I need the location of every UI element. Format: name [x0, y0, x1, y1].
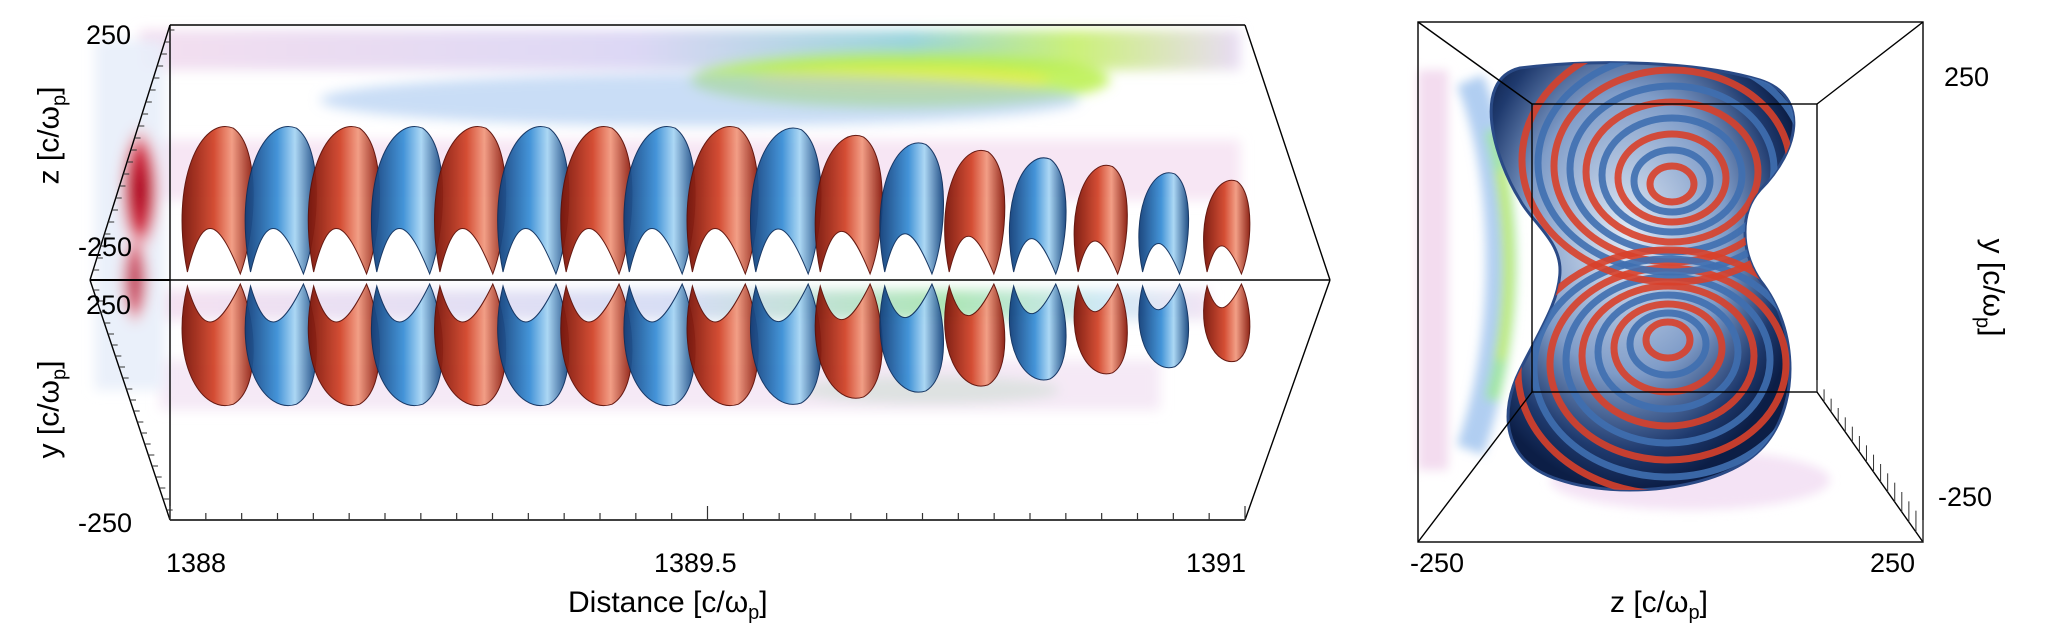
positive-wavefront	[686, 126, 759, 407]
right-z-tick-left: -250	[1410, 548, 1465, 578]
positive-wavefront	[1073, 164, 1128, 375]
negative-wavefront	[623, 126, 696, 407]
wavefront-ring	[1518, 62, 1794, 286]
positive-wavefront	[1203, 179, 1251, 363]
wavefront-ring	[1642, 318, 1694, 362]
wavefront-ring	[1530, 255, 1794, 481]
positive-wavefront	[944, 149, 1006, 387]
wavefront-ring	[1534, 62, 1794, 276]
y-tick-bottom: -250	[78, 508, 133, 538]
wavefront-ring	[1626, 309, 1710, 379]
right-y-axis-label: y [c/ωp]	[1971, 238, 2010, 337]
wavefront-ring	[1630, 146, 1714, 216]
right-z-tick-right: 250	[1870, 548, 1916, 578]
wavefront-stack-endview	[1489, 61, 1796, 492]
wavefront-ring	[1614, 130, 1730, 226]
wavefront-ring	[1550, 66, 1794, 266]
negative-wavefront	[749, 127, 822, 405]
right-y-tick-bottom: -250	[1938, 482, 1993, 512]
positive-wavefront	[814, 135, 883, 399]
positive-wavefront	[307, 126, 380, 407]
positive-wavefront	[181, 126, 254, 407]
wavefront-ring	[1594, 291, 1742, 413]
negative-wavefront	[1138, 172, 1190, 369]
end-projection	[95, 40, 165, 390]
z-axis-label: z [c/ωp]	[32, 86, 71, 185]
x-axis-ticks	[169, 506, 1246, 520]
right-depth-ticks	[1816, 380, 1924, 542]
x-tick-1391: 1391	[1186, 548, 1247, 578]
wavefront-ring	[1646, 162, 1698, 206]
positive-wavefront	[434, 126, 507, 407]
negative-wavefront	[1008, 157, 1067, 381]
wavefront-ring	[1546, 264, 1790, 464]
wavefront-ring	[1562, 273, 1774, 447]
wavefront-ring	[1598, 114, 1746, 236]
wavefront-ring	[1514, 246, 1794, 491]
y-axis-label: y [c/ωp]	[32, 360, 71, 459]
depth-ticks	[93, 29, 175, 511]
wavefront-ring	[1610, 300, 1726, 396]
wavefront-ring	[1578, 282, 1758, 430]
z-tick-bottom: -250	[78, 232, 133, 262]
x-axis-label: Distance [c/ωp]	[568, 586, 768, 624]
y-tick-top: 250	[86, 290, 132, 320]
negative-wavefront	[244, 126, 317, 407]
wavefront-ring	[1582, 98, 1762, 246]
left-3d-plot	[89, 24, 1331, 521]
right-bounding-box	[1417, 21, 1924, 543]
x-tick-1388: 1388	[166, 548, 227, 578]
z-tick-top: 250	[86, 20, 132, 50]
negative-wavefront	[370, 126, 444, 407]
negative-wavefront	[497, 126, 570, 407]
x-tick-1389-5: 1389.5	[654, 548, 737, 578]
right-z-axis-label: z [c/ωp]	[1610, 586, 1708, 624]
negative-wavefront	[879, 142, 945, 393]
right-y-tick-top: 250	[1944, 62, 1990, 92]
right-density-projection	[1418, 70, 1830, 510]
wavefront-surfaces	[181, 126, 1251, 407]
wavefront-ring	[1566, 82, 1778, 256]
positive-wavefront	[560, 126, 633, 407]
